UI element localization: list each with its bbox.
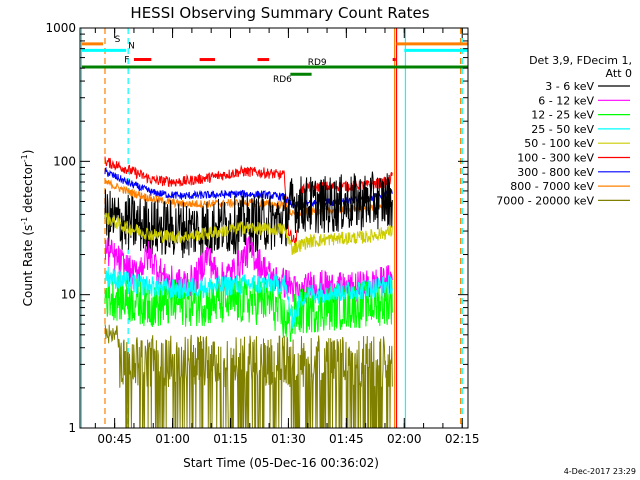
legend-label: 300 - 800 keV (517, 166, 594, 179)
flag-label-RD9: RD9 (308, 58, 327, 68)
legend-label: 800 - 7000 keV (510, 180, 594, 193)
series-line-50-100keV (104, 212, 393, 256)
legend-label: 6 - 12 keV (538, 94, 594, 107)
y-tick-label: 100 (53, 154, 76, 168)
chart-title: HESSI Observing Summary Count Rates (130, 4, 429, 22)
series-line-100-300keV (104, 156, 393, 247)
y-tick-label: 10 (61, 288, 76, 302)
x-axis-label: Start Time (05-Dec-16 00:36:02) (183, 456, 379, 470)
legend-label: 3 - 6 keV (545, 80, 594, 93)
flag-label-N: N (128, 41, 135, 51)
y-tick-label: 1 (68, 421, 76, 435)
flag-label-RD6: RD6 (273, 75, 292, 85)
legend-label: 100 - 300 keV (517, 152, 594, 165)
x-tick-label: 00:45 (97, 432, 132, 446)
x-tick-label: 02:00 (387, 432, 422, 446)
legend-label: 12 - 25 keV (531, 109, 594, 122)
series-line-25-50keV (104, 266, 393, 329)
axis-ticks: 00:45 01:00 01:15 01:30 01:45 02:00 02:15 1 10 10… (45, 21, 479, 446)
legend-label: 50 - 100 keV (524, 137, 594, 150)
x-tick-label: 01:15 (213, 432, 248, 446)
legend-header-line2: Att 0 (606, 67, 632, 80)
x-tick-label: 01:45 (329, 432, 364, 446)
flag-bars: SNF RD9 RD6 (81, 35, 468, 85)
plot-frame (79, 27, 469, 429)
legend-label: 25 - 50 keV (531, 123, 594, 136)
flag-label-S: S (115, 35, 121, 45)
series-line-3-6keV (104, 171, 393, 259)
x-tick-label: 02:15 (445, 432, 480, 446)
flag-label-F: F (124, 56, 129, 66)
legend-header-line1: Det 3,9, FDecim 1, (529, 54, 632, 67)
series-line-6-12keV (104, 236, 393, 307)
y-axis-label: Count Rate (s-1 detector-1) (20, 150, 35, 307)
series-line-12-25keV (104, 273, 393, 342)
footer-date: 4-Dec-2017 23:29 (564, 467, 636, 476)
x-tick-label: 01:00 (155, 432, 190, 446)
x-tick-label: 01:30 (271, 432, 306, 446)
y-tick-label: 1000 (45, 21, 76, 35)
legend-label: 7000 - 20000 keV (496, 194, 594, 207)
